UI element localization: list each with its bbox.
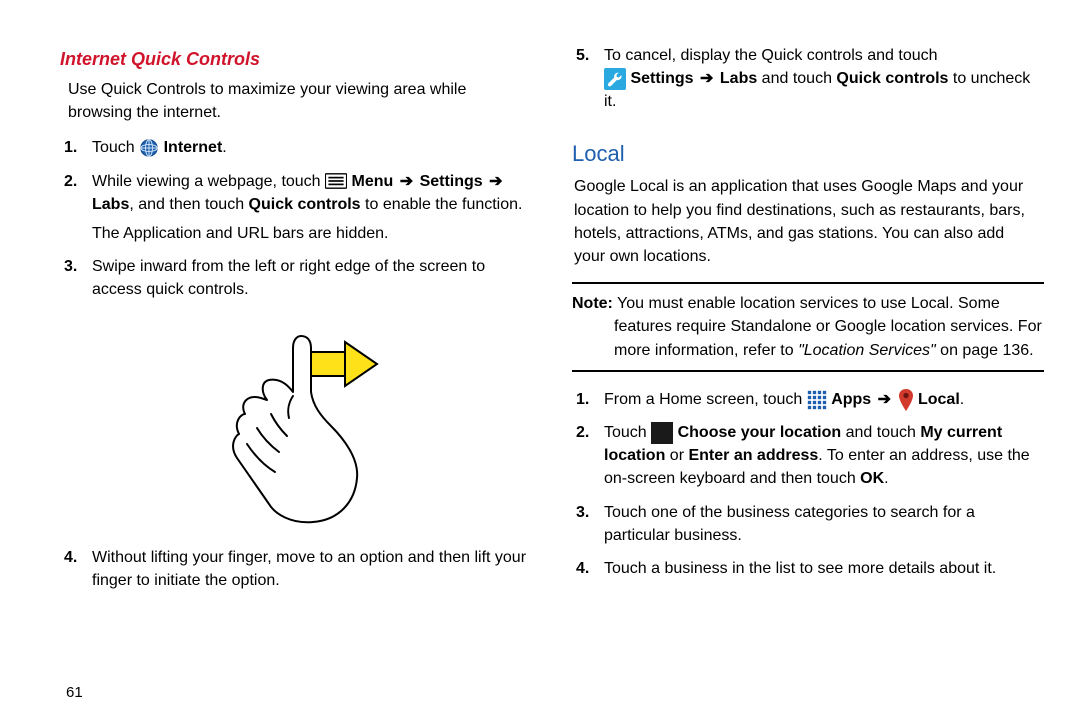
arrow-icon: ➔ (876, 388, 893, 411)
note-text-first: You must enable location services to use… (617, 295, 1000, 312)
manual-page: Internet Quick Controls Use Quick Contro… (0, 0, 1080, 720)
location-pin-icon (898, 389, 914, 411)
wrench-icon (604, 68, 626, 90)
note-tail: on page 136. (936, 342, 1034, 359)
text: , and then touch (129, 196, 248, 213)
note-block: Note: You must enable location services … (572, 282, 1044, 372)
local-steps: 1. From a Home screen, touch Apps ➔ (572, 384, 1044, 586)
note-body: features require Standalone or Google lo… (572, 315, 1044, 361)
text: and touch (757, 70, 836, 87)
note-label: Note: (572, 295, 613, 312)
local-step-3: 3. Touch one of the business categories … (594, 497, 1044, 553)
swipe-gesture-illustration (191, 318, 401, 538)
local-step-2: 2. Touch Choose your location and touch … (594, 417, 1044, 497)
text: . (222, 139, 226, 156)
labs-bold: Labs (720, 70, 757, 87)
arrow-icon: ➔ (698, 67, 715, 90)
left-column: Internet Quick Controls Use Quick Contro… (60, 40, 532, 720)
location-square-icon (651, 422, 673, 444)
text: and touch (841, 424, 920, 441)
local-step-4: 4. Touch a business in the list to see m… (594, 553, 1044, 586)
step-number: 1. (64, 136, 77, 159)
text: Touch one of the business categories to … (604, 504, 975, 544)
step-4: 4. Without lifting your finger, move to … (82, 542, 532, 598)
internet-bold: Internet (164, 139, 223, 156)
enter-address-bold: Enter an address (688, 447, 818, 464)
settings-bold: Settings (630, 70, 693, 87)
note-reference: "Location Services" (798, 342, 936, 359)
arrow-icon: ➔ (487, 170, 504, 193)
step-number: 5. (576, 44, 589, 67)
text: . (884, 470, 888, 487)
step-5: 5. To cancel, display the Quick controls… (594, 40, 1044, 120)
text: to enable the function. (361, 196, 523, 213)
section-heading-quick-controls: Internet Quick Controls (60, 46, 532, 72)
quick-controls-steps-right: 5. To cancel, display the Quick controls… (572, 40, 1044, 120)
step-number: 4. (576, 557, 589, 580)
choose-location-bold: Choose your location (678, 424, 842, 441)
step-2: 2. While viewing a webpage, touch Menu ➔… (82, 166, 532, 252)
text: While viewing a webpage, touch (92, 173, 325, 190)
page-number: 61 (66, 682, 83, 704)
text: Touch (604, 424, 651, 441)
arrow-icon: ➔ (398, 170, 415, 193)
step-3: 3. Swipe inward from the left or right e… (82, 251, 532, 307)
quick-controls-steps-cont: 4. Without lifting your finger, move to … (60, 542, 532, 598)
text: or (665, 447, 688, 464)
menu-icon (325, 173, 347, 189)
text: Swipe inward from the left or right edge… (92, 258, 485, 298)
globe-icon (139, 138, 159, 158)
right-column: 5. To cancel, display the Quick controls… (572, 40, 1044, 720)
step-2-subtext: The Application and URL bars are hidden. (92, 222, 532, 245)
section-title-local: Local (572, 138, 1044, 170)
step-number: 2. (576, 421, 589, 444)
text: From a Home screen, touch (604, 391, 807, 408)
local-intro: Google Local is an application that uses… (574, 175, 1036, 268)
text: . (960, 391, 964, 408)
quick-controls-bold: Quick controls (836, 70, 948, 87)
step-number: 4. (64, 546, 77, 569)
text: To cancel, display the Quick controls an… (604, 47, 938, 64)
quick-controls-bold: Quick controls (249, 196, 361, 213)
quick-controls-steps: 1. Touch Internet. 2. While viewing a we… (60, 132, 532, 307)
menu-bold: Menu (351, 173, 393, 190)
step-number: 3. (64, 255, 77, 278)
step-number: 2. (64, 170, 77, 193)
local-bold: Local (918, 391, 960, 408)
settings-bold: Settings (420, 173, 483, 190)
quick-controls-intro: Use Quick Controls to maximize your view… (68, 78, 524, 124)
text: Touch (92, 139, 139, 156)
apps-grid-icon (807, 390, 827, 410)
local-step-1: 1. From a Home screen, touch Apps ➔ (594, 384, 1044, 417)
text: Touch a business in the list to see more… (604, 560, 996, 577)
step-1: 1. Touch Internet. (82, 132, 532, 165)
ok-bold: OK (860, 470, 884, 487)
step-number: 1. (576, 388, 589, 411)
text: Without lifting your finger, move to an … (92, 549, 526, 589)
step-number: 3. (576, 501, 589, 524)
labs-bold: Labs (92, 196, 129, 213)
apps-bold: Apps (831, 391, 871, 408)
